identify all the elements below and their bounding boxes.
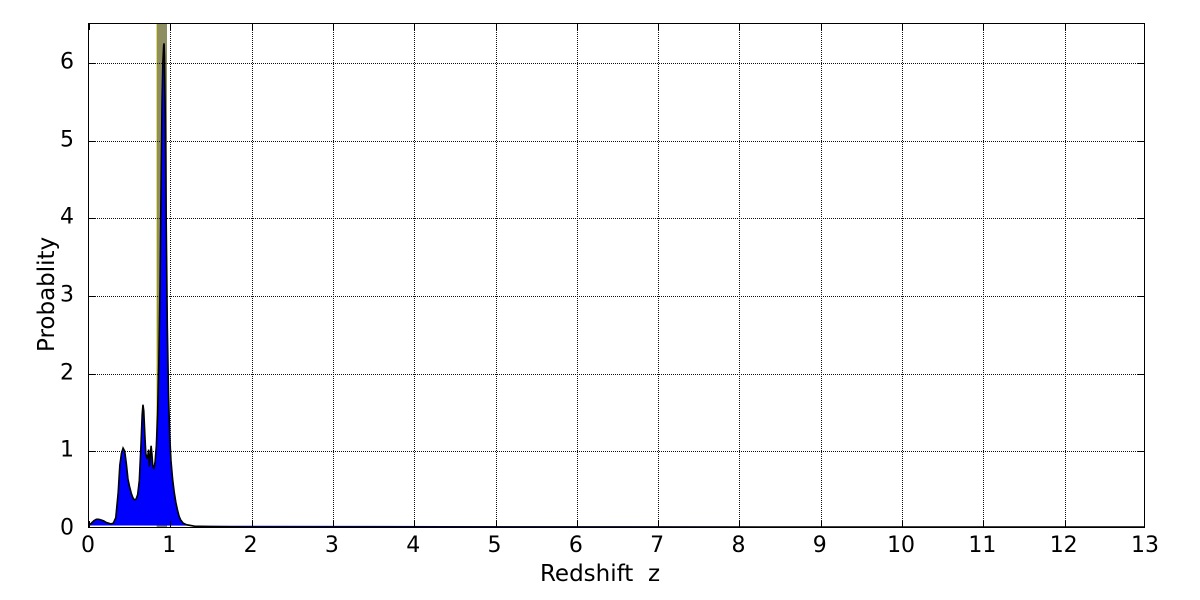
y-axis-tick [89, 295, 95, 297]
x-axis-tick [820, 24, 822, 30]
x-tick-label: 4 [406, 533, 421, 558]
x-axis-tick [820, 521, 822, 527]
y-axis-tick [89, 373, 95, 375]
y-axis-tick [1138, 451, 1144, 453]
y-axis-tick [89, 140, 95, 142]
x-axis-tick [332, 24, 334, 30]
curve-outline [89, 43, 1144, 527]
probability-density-curve [89, 24, 1144, 527]
y-axis-tick [89, 451, 95, 453]
x-axis-tick [495, 521, 497, 527]
y-tick-label: 5 [60, 127, 74, 153]
y-axis-tick [1138, 295, 1144, 297]
x-axis-tick [332, 521, 334, 527]
x-axis-tick [576, 521, 578, 527]
x-tick-label: 11 [968, 533, 997, 558]
x-tick-label: 1 [162, 533, 177, 558]
x-axis-tick [251, 24, 253, 30]
x-tick-label: 0 [81, 533, 95, 558]
y-axis-tick [1138, 218, 1144, 220]
x-axis-tick [576, 24, 578, 30]
plot-area [88, 23, 1145, 528]
x-axis-tick [902, 521, 904, 527]
y-axis-tick [89, 62, 95, 64]
x-axis-tick [902, 24, 904, 30]
x-tick-label: 2 [243, 533, 258, 558]
y-axis-tick [1138, 373, 1144, 375]
x-axis-tick [89, 24, 90, 30]
y-tick-label: 1 [60, 437, 74, 463]
x-axis-tick [495, 24, 497, 30]
x-axis-tick [983, 521, 985, 527]
x-axis-tick [89, 521, 90, 527]
x-axis-tick [1064, 521, 1066, 527]
x-tick-label: 8 [731, 533, 746, 558]
x-axis-tick [739, 521, 741, 527]
x-tick-label: 3 [324, 533, 339, 558]
x-axis-tick [170, 521, 172, 527]
x-axis-title: Redshift z [539, 561, 661, 587]
x-tick-label: 9 [812, 533, 827, 558]
x-axis-tick [739, 24, 741, 30]
x-tick-label: 5 [487, 533, 502, 558]
x-tick-label: 13 [1131, 533, 1159, 558]
x-tick-label: 12 [1049, 533, 1078, 558]
x-tick-label: 10 [887, 533, 916, 558]
y-axis-tick [1138, 140, 1144, 142]
x-axis-tick [1064, 24, 1066, 30]
x-axis-tick [658, 521, 660, 527]
y-axis-title: Probablity [34, 236, 60, 352]
x-tick-label: 7 [650, 533, 665, 558]
x-tick-label: 6 [568, 533, 583, 558]
x-axis-tick [414, 24, 416, 30]
x-axis-tick [251, 521, 253, 527]
y-axis-tick [89, 218, 95, 220]
y-tick-label: 3 [60, 282, 74, 308]
y-tick-label: 2 [60, 360, 74, 386]
y-tick-label: 6 [60, 49, 74, 75]
curve-fill [89, 43, 1144, 527]
x-axis-tick [983, 24, 985, 30]
x-axis-tick [170, 24, 172, 30]
y-tick-label: 4 [60, 204, 74, 230]
x-axis-tick [414, 521, 416, 527]
y-axis-tick [1138, 62, 1144, 64]
y-tick-label: 0 [60, 515, 74, 541]
x-axis-tick [658, 24, 660, 30]
